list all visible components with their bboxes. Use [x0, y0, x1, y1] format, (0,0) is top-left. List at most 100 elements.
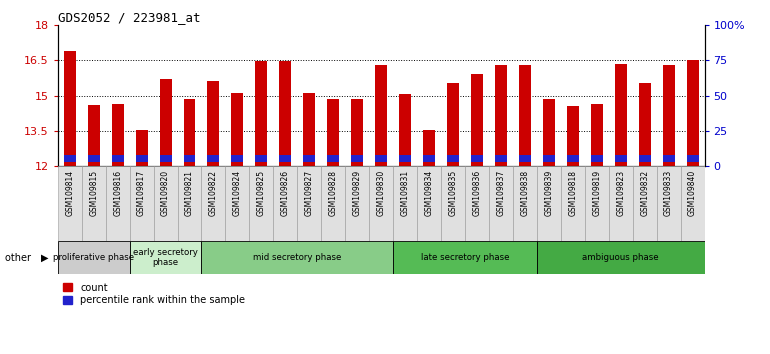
- Bar: [207, 81, 219, 166]
- Bar: [638, 155, 651, 162]
- Bar: [136, 155, 148, 162]
- Legend: count, percentile rank within the sample: count, percentile rank within the sample: [62, 283, 245, 305]
- Bar: [256, 61, 267, 166]
- Text: GSM109819: GSM109819: [592, 170, 601, 216]
- Bar: [687, 155, 698, 162]
- Bar: [280, 155, 291, 162]
- Bar: [159, 79, 172, 166]
- Bar: [58, 241, 129, 274]
- Bar: [584, 166, 609, 241]
- Bar: [681, 166, 705, 241]
- Text: GSM109814: GSM109814: [65, 170, 74, 216]
- Bar: [638, 82, 651, 166]
- Bar: [327, 99, 340, 166]
- Bar: [105, 166, 129, 241]
- Bar: [136, 130, 148, 166]
- Bar: [567, 106, 579, 166]
- Bar: [351, 99, 363, 166]
- Bar: [543, 155, 555, 162]
- Bar: [447, 82, 459, 166]
- Bar: [64, 51, 75, 166]
- Bar: [687, 60, 698, 166]
- Bar: [399, 95, 411, 166]
- Bar: [663, 155, 675, 162]
- Bar: [232, 155, 243, 162]
- Text: other: other: [5, 252, 35, 263]
- Text: GSM109830: GSM109830: [377, 170, 386, 216]
- Text: GSM109835: GSM109835: [448, 170, 457, 216]
- Bar: [280, 61, 291, 166]
- Text: GSM109829: GSM109829: [353, 170, 362, 216]
- Text: GSM109832: GSM109832: [640, 170, 649, 216]
- Bar: [112, 155, 124, 162]
- Bar: [202, 241, 393, 274]
- Bar: [129, 166, 153, 241]
- Text: early secretory
phase: early secretory phase: [133, 248, 198, 267]
- Bar: [327, 155, 340, 162]
- Text: GSM109826: GSM109826: [281, 170, 290, 216]
- Bar: [58, 166, 82, 241]
- Bar: [256, 155, 267, 162]
- Text: GSM109831: GSM109831: [400, 170, 410, 216]
- Text: GSM109822: GSM109822: [209, 170, 218, 216]
- Text: GSM109839: GSM109839: [544, 170, 554, 216]
- Bar: [129, 241, 202, 274]
- Bar: [495, 155, 507, 162]
- Bar: [183, 155, 196, 162]
- Bar: [112, 104, 124, 166]
- Text: proliferative phase: proliferative phase: [53, 253, 134, 262]
- Text: GSM109834: GSM109834: [424, 170, 434, 216]
- Text: GSM109840: GSM109840: [688, 170, 697, 216]
- Bar: [153, 166, 178, 241]
- Bar: [399, 155, 411, 162]
- Text: ▶: ▶: [41, 252, 49, 263]
- Bar: [663, 65, 675, 166]
- Bar: [297, 166, 321, 241]
- Bar: [393, 166, 417, 241]
- Bar: [519, 155, 531, 162]
- Bar: [495, 65, 507, 166]
- Bar: [273, 166, 297, 241]
- Bar: [88, 155, 99, 162]
- Bar: [202, 166, 226, 241]
- Bar: [207, 155, 219, 162]
- Bar: [633, 166, 657, 241]
- Bar: [345, 166, 369, 241]
- Bar: [465, 166, 489, 241]
- Bar: [178, 166, 202, 241]
- Bar: [303, 155, 315, 162]
- Text: GSM109825: GSM109825: [257, 170, 266, 216]
- Text: GSM109821: GSM109821: [185, 170, 194, 216]
- Bar: [393, 241, 537, 274]
- Bar: [537, 166, 561, 241]
- Text: GSM109818: GSM109818: [568, 170, 578, 216]
- Text: GSM109815: GSM109815: [89, 170, 99, 216]
- Bar: [609, 166, 633, 241]
- Bar: [303, 93, 315, 166]
- Bar: [591, 155, 603, 162]
- Bar: [489, 166, 513, 241]
- Bar: [423, 155, 435, 162]
- Bar: [519, 65, 531, 166]
- Bar: [159, 155, 172, 162]
- Bar: [88, 105, 99, 166]
- Text: GSM109817: GSM109817: [137, 170, 146, 216]
- Bar: [226, 166, 249, 241]
- Bar: [351, 155, 363, 162]
- Bar: [471, 74, 483, 166]
- Bar: [64, 155, 75, 162]
- Bar: [232, 93, 243, 166]
- Bar: [82, 166, 105, 241]
- Text: GSM109838: GSM109838: [521, 170, 530, 216]
- Text: GSM109820: GSM109820: [161, 170, 170, 216]
- Bar: [183, 99, 196, 166]
- Text: ambiguous phase: ambiguous phase: [582, 253, 659, 262]
- Bar: [657, 166, 681, 241]
- Bar: [614, 64, 627, 166]
- Bar: [441, 166, 465, 241]
- Bar: [417, 166, 441, 241]
- Text: GSM109816: GSM109816: [113, 170, 122, 216]
- Bar: [375, 155, 387, 162]
- Bar: [249, 166, 273, 241]
- Text: mid secretory phase: mid secretory phase: [253, 253, 341, 262]
